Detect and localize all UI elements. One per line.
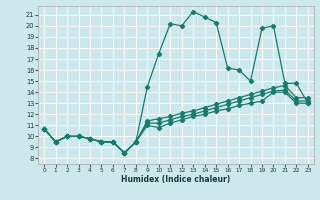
X-axis label: Humidex (Indice chaleur): Humidex (Indice chaleur) [121,175,231,184]
